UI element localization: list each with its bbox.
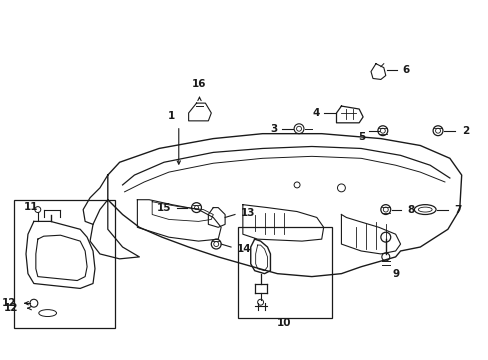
Text: 14: 14: [237, 244, 251, 254]
Text: 12: 12: [1, 298, 16, 308]
Text: 6: 6: [402, 64, 409, 75]
Text: 13: 13: [241, 207, 255, 217]
Bar: [238, 227, 331, 318]
Text: 4: 4: [312, 108, 319, 118]
Text: 9: 9: [392, 269, 399, 279]
Text: 5: 5: [357, 132, 365, 141]
Text: 10: 10: [276, 318, 291, 328]
Bar: [14, 200, 115, 328]
Text: 2: 2: [461, 126, 468, 136]
Text: 16: 16: [192, 79, 206, 89]
Text: 1: 1: [168, 111, 175, 121]
Text: 15: 15: [156, 203, 170, 213]
Text: 7: 7: [453, 204, 460, 215]
Text: 3: 3: [269, 124, 277, 134]
Text: 8: 8: [407, 204, 414, 215]
Text: 11: 11: [24, 202, 39, 212]
Text: 12: 12: [3, 303, 18, 313]
